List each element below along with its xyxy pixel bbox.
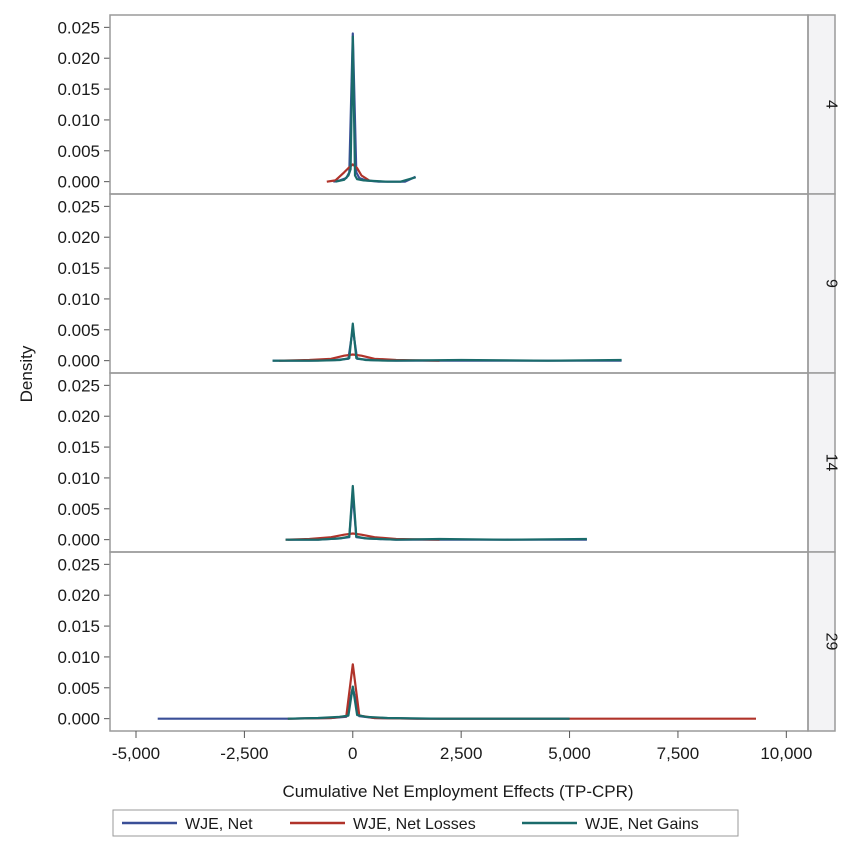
y-tick-label: 0.015	[57, 80, 100, 99]
y-tick-label: 0.010	[57, 648, 100, 667]
x-tick-label: -2,500	[220, 744, 268, 763]
y-axis-title: Density	[17, 345, 36, 402]
x-axis: -5,000 -2,500 0 2,500 5,000 7,500 10,000	[112, 731, 812, 763]
panel-strip	[807, 551, 836, 732]
y-tick-label: 0.000	[57, 173, 100, 192]
y-tick-label: 0.000	[57, 531, 100, 550]
series-line-wje-net-gains	[272, 322, 622, 362]
y-tick-label: 0.025	[57, 197, 100, 216]
y-tick-label: 0.005	[57, 500, 100, 519]
y-tick-label: 0.015	[57, 438, 100, 457]
series-line-wje-net-gains	[285, 484, 587, 541]
x-tick-label: 0	[348, 744, 357, 763]
y-tick-label: 0.005	[57, 679, 100, 698]
legend-label: WJE, Net Gains	[585, 816, 699, 833]
x-tick-label: 5,000	[548, 744, 591, 763]
x-tick-label: 2,500	[440, 744, 483, 763]
panel-strip	[807, 372, 836, 553]
y-tick-label: 0.005	[57, 142, 100, 161]
y-tick-label: 0.020	[57, 407, 100, 426]
legend-label: WJE, Net Losses	[353, 816, 476, 833]
panel-strip-label: 9	[823, 279, 840, 288]
panel-strip-label: 29	[823, 633, 840, 651]
panel-4: 4 0.000 0.005 0.010 0.015 0.020 0.025	[57, 14, 840, 195]
panel-frame	[109, 551, 809, 732]
y-tick-label: 0.020	[57, 49, 100, 68]
y-tick-label: 0.020	[57, 586, 100, 605]
legend-label: WJE, Net	[185, 816, 253, 833]
series-line-wje-net-gains	[335, 35, 416, 183]
y-tick-label: 0.015	[57, 617, 100, 636]
x-tick-label: 10,000	[760, 744, 812, 763]
legend-box	[112, 809, 739, 837]
y-tick-label: 0.015	[57, 259, 100, 278]
panel-14: 14 0.000 0.005 0.010 0.015 0.020 0.025	[57, 372, 840, 553]
y-tick-label: 0.010	[57, 290, 100, 309]
y-tick-label: 0.010	[57, 111, 100, 130]
y-tick-label: 0.020	[57, 228, 100, 247]
panel-29: 29 0.000 0.005 0.010 0.015 0.020 0.025	[57, 551, 840, 732]
y-tick-label: 0.010	[57, 469, 100, 488]
panels-layer: 4 0.000 0.005 0.010 0.015 0.020 0.025 9 0.000 0.0…	[57, 14, 840, 732]
x-tick-label: -5,000	[112, 744, 160, 763]
y-tick-label: 0.000	[57, 352, 100, 371]
legend: WJE, Net WJE, Net Losses WJE, Net Gains	[112, 809, 739, 837]
y-tick-label: 0.005	[57, 321, 100, 340]
x-tick-label: 7,500	[657, 744, 700, 763]
y-tick-label: 0.025	[57, 376, 100, 395]
y-tick-label: 0.000	[57, 710, 100, 729]
panel-strip-label: 4	[823, 100, 840, 109]
y-tick-label: 0.025	[57, 555, 100, 574]
panel-strip-label: 14	[823, 454, 840, 472]
panel-strip	[807, 193, 836, 374]
panel-9: 9 0.000 0.005 0.010 0.015 0.020 0.025	[57, 193, 840, 374]
x-axis-title: Cumulative Net Employment Effects (TP-CP…	[282, 782, 633, 801]
y-tick-label: 0.025	[57, 18, 100, 37]
series-line-wje-net-gains	[287, 685, 570, 720]
